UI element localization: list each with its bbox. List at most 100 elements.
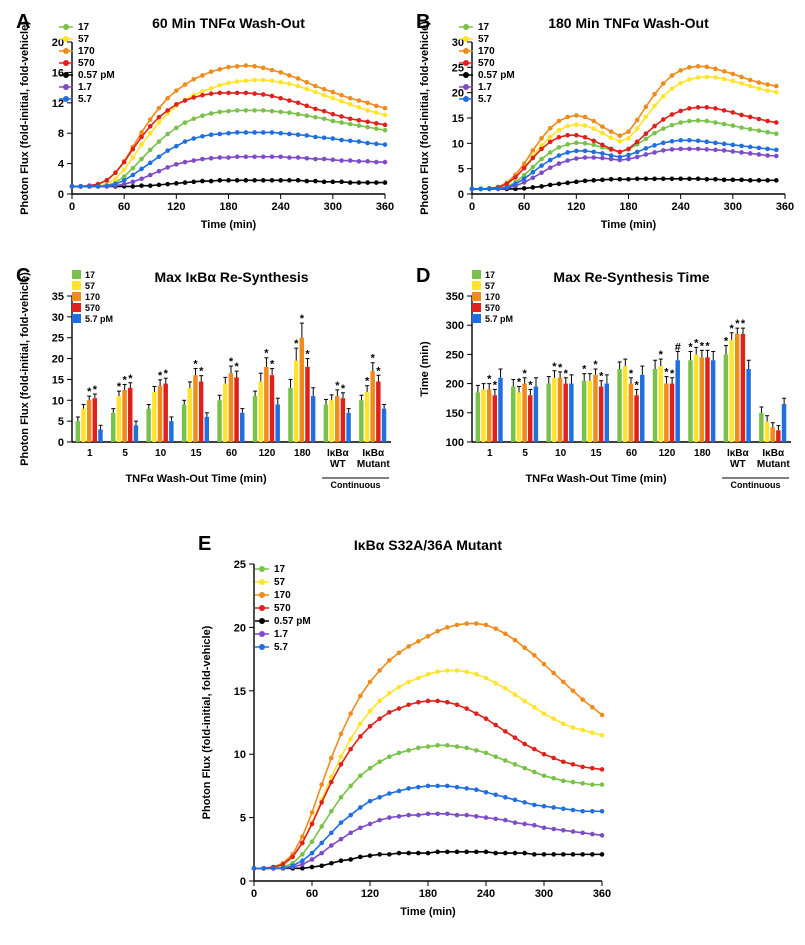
svg-text:250: 250 — [446, 349, 464, 361]
svg-text:*: * — [735, 318, 740, 330]
svg-text:Mutant: Mutant — [757, 459, 790, 470]
svg-text:570: 570 — [274, 603, 291, 614]
svg-text:0: 0 — [458, 189, 464, 201]
svg-text:*: * — [564, 368, 569, 380]
svg-text:*: * — [552, 361, 557, 373]
svg-text:60: 60 — [518, 201, 530, 213]
svg-text:57: 57 — [478, 34, 490, 45]
svg-text:IκBα: IκBα — [727, 448, 750, 459]
svg-text:25: 25 — [452, 62, 464, 74]
svg-text:15: 15 — [52, 374, 64, 386]
svg-text:170: 170 — [478, 46, 495, 57]
svg-text:0.57 pM: 0.57 pM — [478, 70, 515, 81]
svg-text:20: 20 — [452, 88, 464, 100]
svg-text:300: 300 — [535, 888, 553, 900]
svg-text:*: * — [300, 313, 305, 325]
svg-text:180 Min TNFα Wash-Out: 180 Min TNFα Wash-Out — [548, 15, 709, 31]
svg-text:IκBα: IκBα — [327, 448, 350, 459]
svg-text:D: D — [416, 265, 430, 287]
svg-text:25: 25 — [52, 333, 64, 345]
svg-text:Photon Flux (fold-initial, fol: Photon Flux (fold-initial, fold-vehicle) — [201, 625, 213, 819]
svg-text:*: * — [629, 368, 634, 380]
svg-text:Continuous: Continuous — [731, 480, 781, 490]
svg-text:57: 57 — [485, 281, 495, 291]
svg-text:IκBα: IκBα — [762, 448, 785, 459]
svg-text:*: * — [688, 341, 693, 353]
svg-text:*: * — [158, 370, 163, 382]
svg-text:35: 35 — [52, 291, 64, 303]
svg-text:Time (min): Time (min) — [201, 219, 257, 231]
svg-text:*: * — [229, 356, 234, 368]
svg-text:5: 5 — [58, 416, 64, 428]
svg-text:Time (min): Time (min) — [601, 219, 657, 231]
svg-text:0.57 pM: 0.57 pM — [78, 70, 115, 81]
svg-text:60: 60 — [306, 888, 318, 900]
svg-text:Photon Flux (fold-initial, fol: Photon Flux (fold-initial, fold-vehicle) — [19, 272, 31, 466]
svg-text:Continuous: Continuous — [331, 480, 381, 490]
svg-text:Photon Flux (fold-initial, fol: Photon Flux (fold-initial, fold-vehicle) — [419, 21, 431, 215]
svg-text:*: * — [724, 336, 729, 348]
svg-text:*: * — [741, 318, 746, 330]
svg-text:*: * — [87, 386, 92, 398]
svg-text:10: 10 — [155, 448, 167, 459]
svg-text:0: 0 — [58, 189, 64, 201]
svg-text:*: * — [264, 348, 269, 360]
svg-text:17: 17 — [478, 22, 490, 33]
svg-text:180: 180 — [694, 448, 711, 459]
svg-text:5.7: 5.7 — [274, 642, 288, 653]
svg-text:8: 8 — [58, 128, 64, 140]
svg-text:570: 570 — [78, 58, 95, 69]
svg-text:60: 60 — [118, 201, 130, 213]
svg-text:*: * — [199, 366, 204, 378]
svg-text:240: 240 — [477, 888, 495, 900]
svg-text:1: 1 — [87, 448, 93, 459]
svg-text:17: 17 — [78, 22, 90, 33]
svg-text:*: * — [123, 374, 128, 386]
svg-text:10: 10 — [52, 395, 64, 407]
svg-text:16: 16 — [52, 67, 64, 79]
svg-text:57: 57 — [78, 34, 90, 45]
svg-text:*: * — [599, 371, 604, 383]
svg-text:240: 240 — [671, 201, 689, 213]
svg-text:10: 10 — [555, 448, 567, 459]
svg-text:5.7 pM: 5.7 pM — [85, 314, 113, 324]
svg-text:180: 180 — [419, 888, 437, 900]
svg-text:*: * — [128, 373, 133, 385]
svg-text:0: 0 — [58, 437, 64, 449]
svg-text:300: 300 — [724, 201, 742, 213]
svg-text:*: * — [593, 359, 598, 371]
svg-text:1.7: 1.7 — [274, 629, 288, 640]
svg-text:150: 150 — [446, 408, 464, 420]
svg-text:300: 300 — [446, 320, 464, 332]
svg-text:120: 120 — [361, 888, 379, 900]
svg-text:Max IκBα Re-Synthesis: Max IκBα Re-Synthesis — [154, 269, 308, 285]
svg-text:TNFα Wash-Out Time (min): TNFα Wash-Out Time (min) — [525, 473, 667, 485]
svg-text:120: 120 — [167, 201, 185, 213]
svg-text:*: * — [670, 368, 675, 380]
svg-text:*: * — [376, 365, 381, 377]
svg-text:Time (min): Time (min) — [419, 341, 431, 397]
svg-text:15: 15 — [590, 448, 602, 459]
svg-text:20: 20 — [52, 354, 64, 366]
svg-text:*: * — [365, 376, 370, 388]
svg-text:*: * — [730, 323, 735, 335]
svg-text:*: * — [341, 383, 346, 395]
svg-text:350: 350 — [446, 291, 464, 303]
svg-text:120: 120 — [659, 448, 676, 459]
svg-text:*: * — [558, 362, 563, 374]
svg-text:Photon Flux (fold-initial, fol: Photon Flux (fold-initial, fold-vehicle) — [19, 21, 31, 215]
svg-text:*: * — [517, 377, 522, 389]
svg-text:*: * — [294, 338, 299, 350]
svg-text:WT: WT — [730, 459, 746, 470]
svg-text:5.7: 5.7 — [478, 94, 492, 105]
svg-text:1.7: 1.7 — [78, 82, 92, 93]
svg-text:17: 17 — [85, 270, 95, 280]
svg-text:100: 100 — [446, 437, 464, 449]
svg-text:15: 15 — [234, 686, 246, 698]
svg-text:170: 170 — [78, 46, 95, 57]
svg-text:17: 17 — [485, 270, 495, 280]
svg-text:60 Min TNFα Wash-Out: 60 Min TNFα Wash-Out — [152, 15, 305, 31]
svg-text:Time (min): Time (min) — [400, 906, 456, 918]
svg-text:*: * — [582, 364, 587, 376]
svg-text:*: * — [371, 353, 376, 365]
